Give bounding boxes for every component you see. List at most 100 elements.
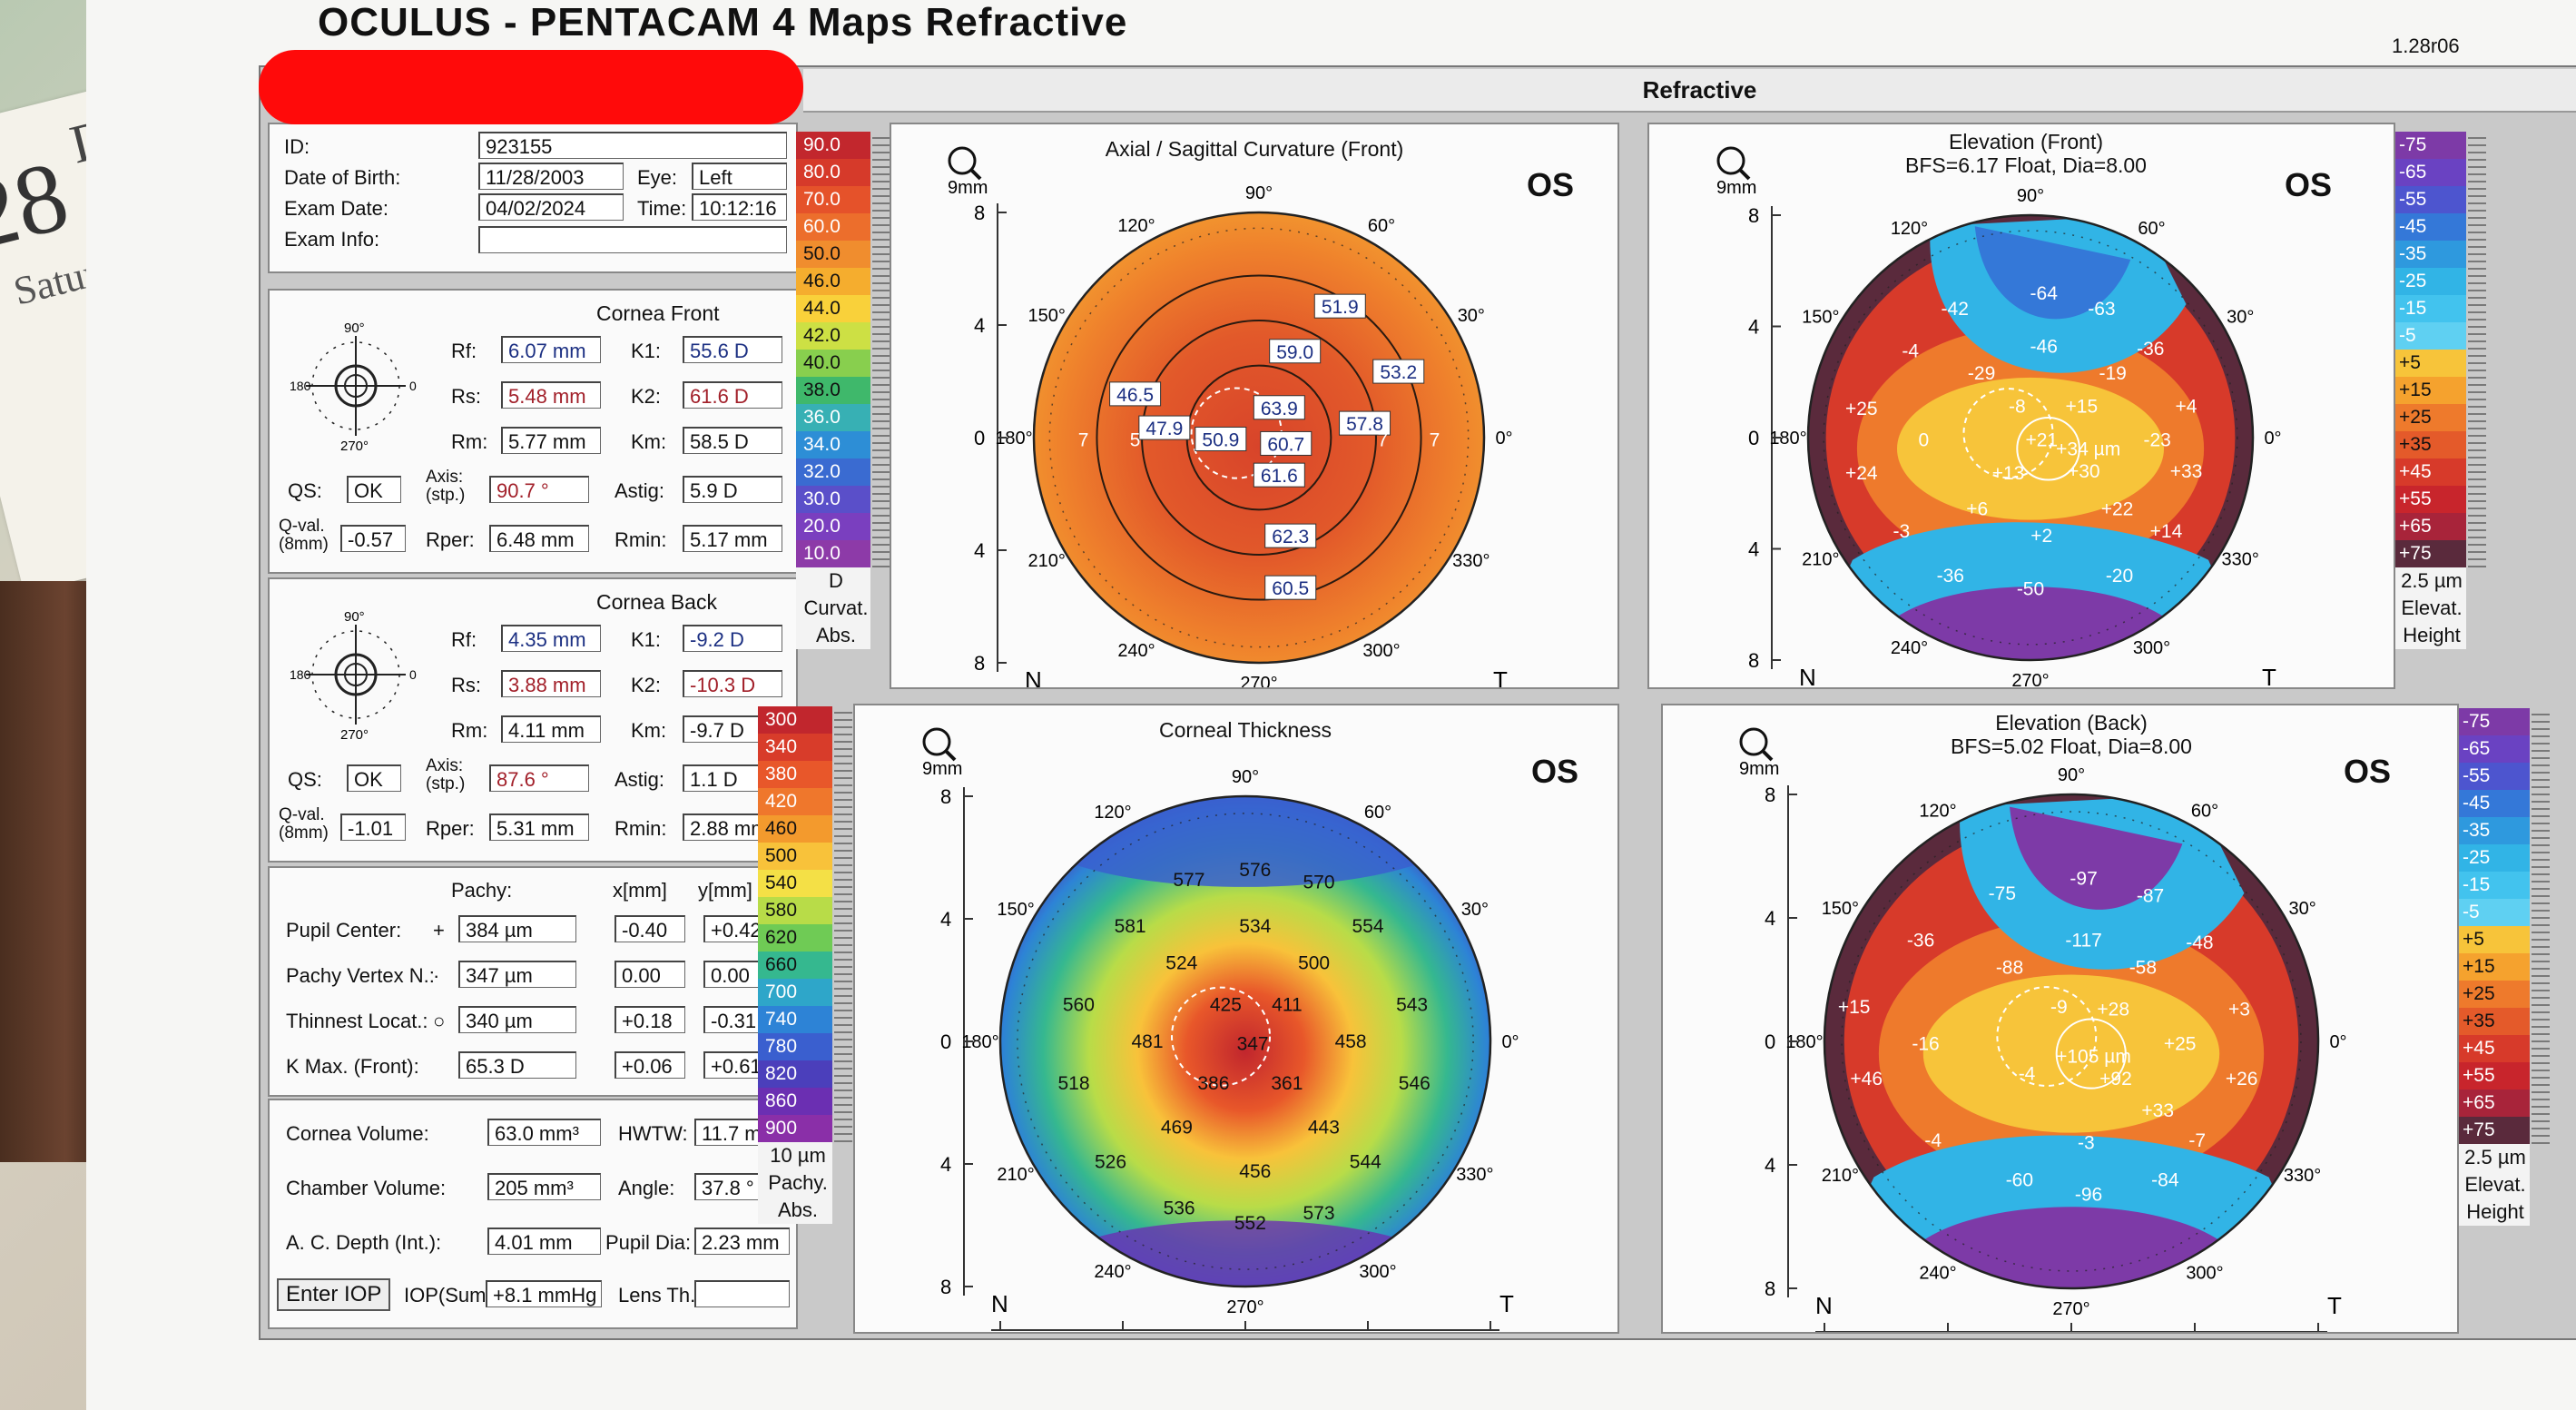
cb-rm-field[interactable]: 4.11 mm: [501, 715, 601, 743]
map-canvas: 9mm 90° 120° 60° 150° 30° 180° 0° 210° 330° 240° 30…: [948, 146, 1513, 687]
cf-rf-field[interactable]: 6.07 mm: [501, 336, 601, 363]
map-value-label: +92: [2099, 1069, 2132, 1090]
cf-qs-field[interactable]: OK: [347, 476, 401, 503]
cf-rm-label: Rm:: [451, 430, 488, 453]
cb-k1-field[interactable]: -9.2 D: [683, 625, 782, 652]
magnifier-icon[interactable]: [948, 146, 982, 181]
pachy-row-value[interactable]: 347 µm: [458, 961, 576, 988]
cf-k2-field[interactable]: 61.6 D: [683, 381, 782, 409]
cf-rs-field[interactable]: 5.48 mm: [501, 381, 601, 409]
map-value-label: +21: [2025, 429, 2058, 450]
pachy-row-value[interactable]: 340 µm: [458, 1006, 576, 1033]
cf-km-field[interactable]: 58.5 D: [683, 427, 782, 454]
map-value-label: 536: [1164, 1198, 1195, 1219]
cb-rs-field[interactable]: 3.88 mm: [501, 670, 601, 697]
cf-axis-field[interactable]: 90.7 °: [489, 476, 589, 503]
enter-iop-button[interactable]: Enter IOP: [277, 1278, 391, 1311]
eye-label: OS: [1527, 166, 1575, 203]
map-value-label: -3: [1893, 521, 1911, 542]
cornea-volume-field[interactable]: 63.0 mm³: [487, 1119, 601, 1146]
cb-k2-field[interactable]: -10.3 D: [683, 670, 782, 697]
pachy-row-x[interactable]: +0.06: [615, 1051, 685, 1079]
chamber-volume-field[interactable]: 205 mm³: [487, 1173, 601, 1200]
magnifier-icon[interactable]: [1716, 146, 1751, 181]
pupil-dia-field[interactable]: 2.23 mm: [694, 1228, 790, 1255]
cb-qval-field[interactable]: -1.01: [340, 813, 406, 841]
scale-cell: 660: [758, 952, 832, 979]
iop-sum-label: IOP(Sum): [404, 1284, 493, 1306]
pachy-row-x[interactable]: -0.40: [615, 915, 685, 942]
angle-label: 90°: [2058, 765, 2085, 785]
exam-date-field[interactable]: 04/02/2024: [478, 193, 624, 221]
y-tick-label: 8: [974, 202, 985, 224]
map-value-label: -96: [2075, 1185, 2102, 1206]
y-tick-label: 8: [1765, 784, 1775, 806]
zoom-label: 9mm: [1739, 759, 1779, 779]
scale-cell: 80.0: [796, 159, 870, 186]
scale-cell: -35: [2455, 817, 2530, 844]
cf-axis-label: Axis: (stp.): [426, 468, 466, 505]
cb-rper-field[interactable]: 5.31 mm: [489, 813, 589, 841]
eye-field[interactable]: Left: [692, 163, 787, 190]
map-value-label: -36: [1907, 930, 1934, 951]
pachy-row-symbol: ○: [433, 1010, 446, 1032]
lens-th-field[interactable]: [694, 1280, 790, 1307]
scale-type-label: Pachy.: [758, 1169, 832, 1197]
map-value-label: +4: [2176, 397, 2197, 418]
cornea-front-box: 90° 270° 180 0 Cornea Front Rf: 6.07 mm …: [268, 289, 798, 574]
redaction-mark: [259, 50, 803, 124]
scale-cell: +5: [2455, 926, 2530, 953]
dob-field[interactable]: 11/28/2003: [478, 163, 624, 190]
map-value-label: 526: [1095, 1151, 1126, 1172]
magnifier-icon[interactable]: [922, 727, 957, 762]
pachy-row-value[interactable]: 65.3 D: [458, 1051, 576, 1079]
map-value-label: -60: [2006, 1169, 2033, 1190]
pachy-row-x[interactable]: +0.18: [615, 1006, 685, 1033]
angle-label: 120°: [1891, 219, 1928, 239]
map-disc: [1808, 215, 2253, 660]
scale-cell: +55: [2455, 1062, 2530, 1090]
cornea-back-box: 90° 270° 180 0 Cornea Back Rf: 4.35 mm K…: [268, 577, 798, 863]
acd-field[interactable]: 4.01 mm: [487, 1228, 601, 1255]
section-title: Refractive: [803, 69, 2576, 113]
scale-cell: 60.0: [796, 213, 870, 241]
map-value-label: -75: [1989, 883, 2016, 904]
cf-k1-field[interactable]: 55.6 D: [683, 336, 782, 363]
angle-label: 210°: [1802, 550, 1839, 570]
cornea-back-axis-icon: 90° 270° 180 0: [290, 609, 417, 743]
time-field[interactable]: 10:12:16: [692, 193, 787, 221]
cb-axis-field[interactable]: 87.6 °: [489, 764, 589, 792]
magnifier-icon[interactable]: [1739, 727, 1774, 762]
elevation-back-color-scale: -75 -65 -55 -45 -35 -25 -15 -5 +5 +15 +25 +35 +45 +55…: [2455, 708, 2530, 1226]
scale-cell: 540: [758, 870, 832, 897]
map-value-label: -16: [1912, 1034, 1939, 1055]
scale-cell: 34.0: [796, 431, 870, 458]
pachy-box: Pachy: x[mm] y[mm] Pupil Center: +384 µm -…: [268, 866, 798, 1097]
cf-astig-field[interactable]: 5.9 D: [683, 476, 782, 503]
exam-date-label: Exam Date:: [284, 197, 388, 220]
scale-cell: 780: [758, 1033, 832, 1060]
y-tick-label: 8: [940, 785, 951, 808]
cf-qval-field[interactable]: -0.57: [340, 525, 406, 552]
map-value-label: +25: [1845, 399, 1878, 419]
id-field[interactable]: 923155: [478, 132, 787, 159]
scale-unit-label: 2.5 µm: [2392, 567, 2466, 595]
scale-cell: 460: [758, 815, 832, 843]
svg-text:90°: 90°: [344, 320, 365, 336]
cf-rper-field[interactable]: 6.48 mm: [489, 525, 589, 552]
angle-label: 180°: [961, 1032, 998, 1052]
elevation-back-map-panel: Elevation (Back) BFS=5.02 Float, Dia=8.00…: [1661, 704, 2459, 1334]
iop-sum-field[interactable]: +8.1 mmHg: [486, 1280, 602, 1307]
cf-rmin-field[interactable]: 5.17 mm: [683, 525, 782, 552]
pachy-row-x[interactable]: 0.00: [615, 961, 685, 988]
cb-km-label: Km:: [631, 719, 667, 742]
map-value-label: 546: [1399, 1073, 1431, 1094]
exam-info-field[interactable]: [478, 226, 787, 253]
angle-label: 210°: [1027, 551, 1065, 571]
pachy-row-value[interactable]: 384 µm: [458, 915, 576, 942]
map-value-label: -4: [1902, 340, 1919, 361]
cf-rm-field[interactable]: 5.77 mm: [501, 427, 601, 454]
scale-cell: -35: [2392, 241, 2466, 268]
cb-rf-field[interactable]: 4.35 mm: [501, 625, 601, 652]
cb-qs-field[interactable]: OK: [347, 764, 401, 792]
